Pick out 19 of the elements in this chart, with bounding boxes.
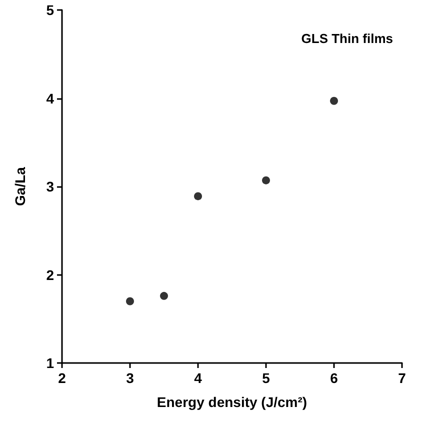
point bbox=[262, 176, 270, 184]
y-tick-label: 4 bbox=[46, 90, 54, 106]
y-tick-label: 3 bbox=[46, 178, 54, 194]
x-tick-label: 3 bbox=[126, 370, 134, 386]
point bbox=[330, 96, 338, 105]
x-axis-title: Energy density (J/cm²) bbox=[156, 394, 308, 410]
annotation: GLS Thin films bbox=[301, 31, 394, 46]
x-tick-label: 4 bbox=[194, 370, 202, 386]
y-tick-label: 2 bbox=[46, 266, 54, 283]
y-tick-label: 5 bbox=[46, 2, 54, 18]
x-tick-label: 5 bbox=[262, 370, 270, 386]
x-tick-label: 2 bbox=[58, 370, 66, 386]
y-axis-title: Ga/La bbox=[12, 166, 28, 206]
x-tick-label: 6 bbox=[330, 370, 338, 386]
y-tick-label: 1 bbox=[46, 355, 54, 371]
point bbox=[126, 297, 134, 306]
point bbox=[194, 192, 202, 200]
point bbox=[160, 292, 168, 300]
x-tick-label: 7 bbox=[398, 370, 406, 386]
